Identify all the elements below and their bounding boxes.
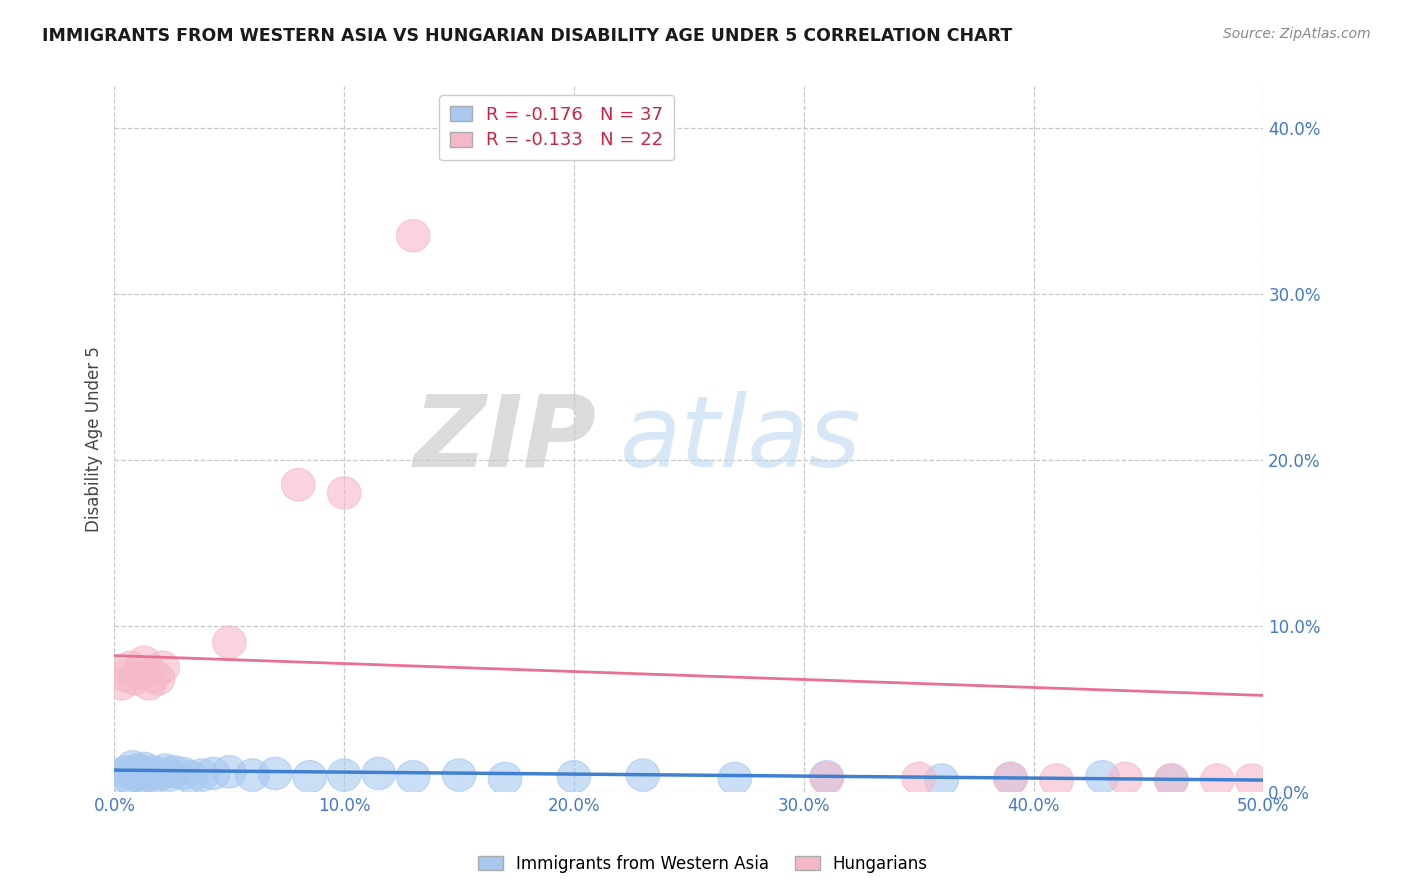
Ellipse shape: [148, 754, 181, 787]
Ellipse shape: [281, 468, 315, 501]
Text: atlas: atlas: [620, 391, 862, 488]
Ellipse shape: [396, 761, 430, 793]
Ellipse shape: [110, 756, 142, 788]
Ellipse shape: [626, 759, 659, 791]
Ellipse shape: [396, 219, 430, 252]
Y-axis label: Disability Age Under 5: Disability Age Under 5: [86, 346, 103, 532]
Ellipse shape: [135, 756, 167, 788]
Ellipse shape: [122, 656, 156, 689]
Ellipse shape: [153, 759, 187, 791]
Ellipse shape: [142, 663, 174, 695]
Ellipse shape: [121, 754, 155, 787]
Ellipse shape: [143, 757, 177, 789]
Ellipse shape: [104, 759, 138, 791]
Ellipse shape: [166, 757, 200, 789]
Ellipse shape: [132, 759, 166, 791]
Legend: Immigrants from Western Asia, Hungarians: Immigrants from Western Asia, Hungarians: [471, 848, 935, 880]
Ellipse shape: [718, 762, 752, 795]
Ellipse shape: [212, 756, 246, 788]
Ellipse shape: [361, 757, 395, 789]
Ellipse shape: [328, 759, 361, 791]
Ellipse shape: [1234, 764, 1268, 797]
Ellipse shape: [128, 752, 162, 785]
Ellipse shape: [173, 761, 207, 793]
Ellipse shape: [136, 659, 170, 691]
Ellipse shape: [994, 762, 1028, 795]
Ellipse shape: [117, 750, 149, 783]
Ellipse shape: [110, 659, 142, 691]
Ellipse shape: [994, 762, 1028, 795]
Ellipse shape: [114, 651, 148, 683]
Ellipse shape: [146, 651, 180, 683]
Ellipse shape: [901, 762, 935, 795]
Ellipse shape: [328, 476, 361, 509]
Ellipse shape: [122, 761, 156, 793]
Ellipse shape: [1154, 764, 1188, 797]
Ellipse shape: [128, 646, 162, 679]
Ellipse shape: [139, 761, 173, 793]
Ellipse shape: [925, 764, 959, 797]
Text: IMMIGRANTS FROM WESTERN ASIA VS HUNGARIAN DISABILITY AGE UNDER 5 CORRELATION CHA: IMMIGRANTS FROM WESTERN ASIA VS HUNGARIA…: [42, 27, 1012, 45]
Ellipse shape: [118, 759, 152, 791]
Ellipse shape: [810, 761, 844, 793]
Ellipse shape: [132, 667, 166, 700]
Ellipse shape: [186, 759, 218, 791]
Ellipse shape: [212, 626, 246, 658]
Ellipse shape: [488, 762, 522, 795]
Ellipse shape: [557, 761, 591, 793]
Ellipse shape: [1109, 762, 1142, 795]
Ellipse shape: [443, 759, 475, 791]
Ellipse shape: [810, 762, 844, 795]
Ellipse shape: [1201, 764, 1234, 797]
Ellipse shape: [104, 667, 138, 700]
Ellipse shape: [1085, 761, 1119, 793]
Ellipse shape: [1154, 764, 1188, 797]
Ellipse shape: [292, 761, 326, 793]
Ellipse shape: [259, 757, 292, 789]
Ellipse shape: [157, 756, 191, 788]
Ellipse shape: [1040, 764, 1073, 797]
Ellipse shape: [197, 757, 231, 789]
Text: Source: ZipAtlas.com: Source: ZipAtlas.com: [1223, 27, 1371, 41]
Ellipse shape: [114, 762, 148, 795]
Ellipse shape: [125, 757, 159, 789]
Ellipse shape: [236, 759, 269, 791]
Text: ZIP: ZIP: [413, 391, 598, 488]
Ellipse shape: [118, 663, 152, 695]
Legend: R = -0.176   N = 37, R = -0.133   N = 22: R = -0.176 N = 37, R = -0.133 N = 22: [439, 95, 675, 161]
